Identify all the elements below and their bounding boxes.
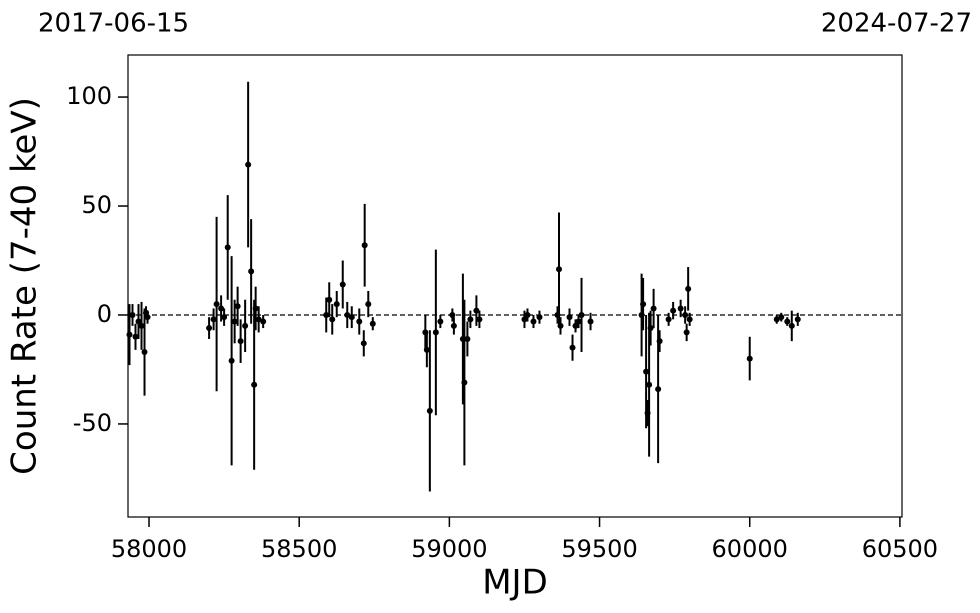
x-tick-label: 60000 [712, 535, 788, 563]
plot-frame [127, 54, 903, 518]
data-point [423, 346, 430, 353]
data-point [473, 307, 480, 314]
data-point [356, 318, 363, 325]
data-point [524, 311, 531, 318]
data-point [746, 355, 753, 362]
data-point [369, 320, 376, 327]
data-point [432, 329, 439, 336]
data-point [326, 296, 333, 303]
x-tick-label: 58000 [111, 535, 187, 563]
annotation-left: 2017-06-15 [38, 9, 189, 39]
y-axis-label: Count Rate (7-40 keV) [5, 97, 45, 475]
data-point [521, 316, 528, 323]
data-point [566, 314, 573, 321]
data-point [536, 314, 543, 321]
data-point [329, 316, 336, 323]
data-point [572, 322, 579, 329]
data-point [569, 344, 576, 351]
data-point [129, 311, 136, 318]
data-point [587, 318, 594, 325]
data-point [461, 379, 468, 386]
data-point [794, 316, 801, 323]
data-point [685, 285, 692, 292]
data-point [213, 301, 220, 308]
data-point [670, 307, 677, 314]
data-point [237, 338, 244, 345]
data-point [210, 316, 217, 323]
data-point [260, 318, 267, 325]
data-point [218, 305, 225, 312]
data-point [556, 266, 563, 273]
x-tick-label: 58500 [261, 535, 337, 563]
data-point [333, 301, 340, 308]
data-point [656, 338, 663, 345]
data-point [339, 281, 346, 288]
data-point [344, 311, 351, 318]
data-point [450, 322, 457, 329]
data-point [360, 340, 367, 347]
annotation-right: 2024-07-27 [821, 9, 972, 39]
data-point [665, 316, 672, 323]
data-point [476, 316, 483, 323]
data-point [141, 349, 148, 356]
data-point [650, 305, 657, 312]
data-point [138, 322, 145, 329]
data-point [231, 318, 238, 325]
data-point [449, 311, 456, 318]
data-point [224, 244, 231, 251]
data-point [426, 407, 433, 414]
x-tick-label: 59000 [411, 535, 487, 563]
data-point [255, 316, 262, 323]
x-tick-label: 59500 [561, 535, 637, 563]
data-point [655, 386, 662, 393]
data-point [773, 316, 780, 323]
data-point [126, 331, 133, 338]
data-point [575, 318, 582, 325]
data-point [640, 301, 647, 308]
data-point [646, 381, 653, 388]
data-point [467, 316, 474, 323]
x-axis-label: MJD [482, 563, 548, 603]
data-point [252, 305, 259, 312]
data-point [686, 316, 693, 323]
data-point [788, 322, 795, 329]
data-point [234, 303, 241, 310]
data-point [206, 325, 213, 332]
data-point [248, 268, 255, 275]
data-point [365, 301, 372, 308]
x-tick-label: 60500 [862, 535, 938, 563]
data-point [578, 311, 585, 318]
data-point [323, 311, 330, 318]
data-point [464, 335, 471, 342]
data-point [530, 318, 537, 325]
data-point [135, 318, 142, 325]
data-point [348, 314, 355, 321]
y-tick-label: 0 [97, 300, 112, 328]
y-tick-label: 50 [81, 191, 112, 219]
data-point [245, 161, 252, 168]
y-tick-label: 100 [66, 82, 112, 110]
data-point [242, 322, 249, 329]
data-point [677, 305, 684, 312]
data-point [784, 318, 791, 325]
data-point [132, 333, 139, 340]
data-point [557, 322, 564, 329]
data-point [144, 314, 151, 321]
data-point [221, 314, 228, 321]
data-point [361, 242, 368, 249]
data-point [643, 368, 650, 375]
data-point [778, 314, 785, 321]
data-point [228, 357, 235, 364]
data-point [251, 381, 258, 388]
data-point [682, 311, 689, 318]
data-point [647, 325, 654, 332]
y-tick-label: -50 [73, 409, 112, 437]
data-point [683, 329, 690, 336]
data-point [437, 318, 444, 325]
